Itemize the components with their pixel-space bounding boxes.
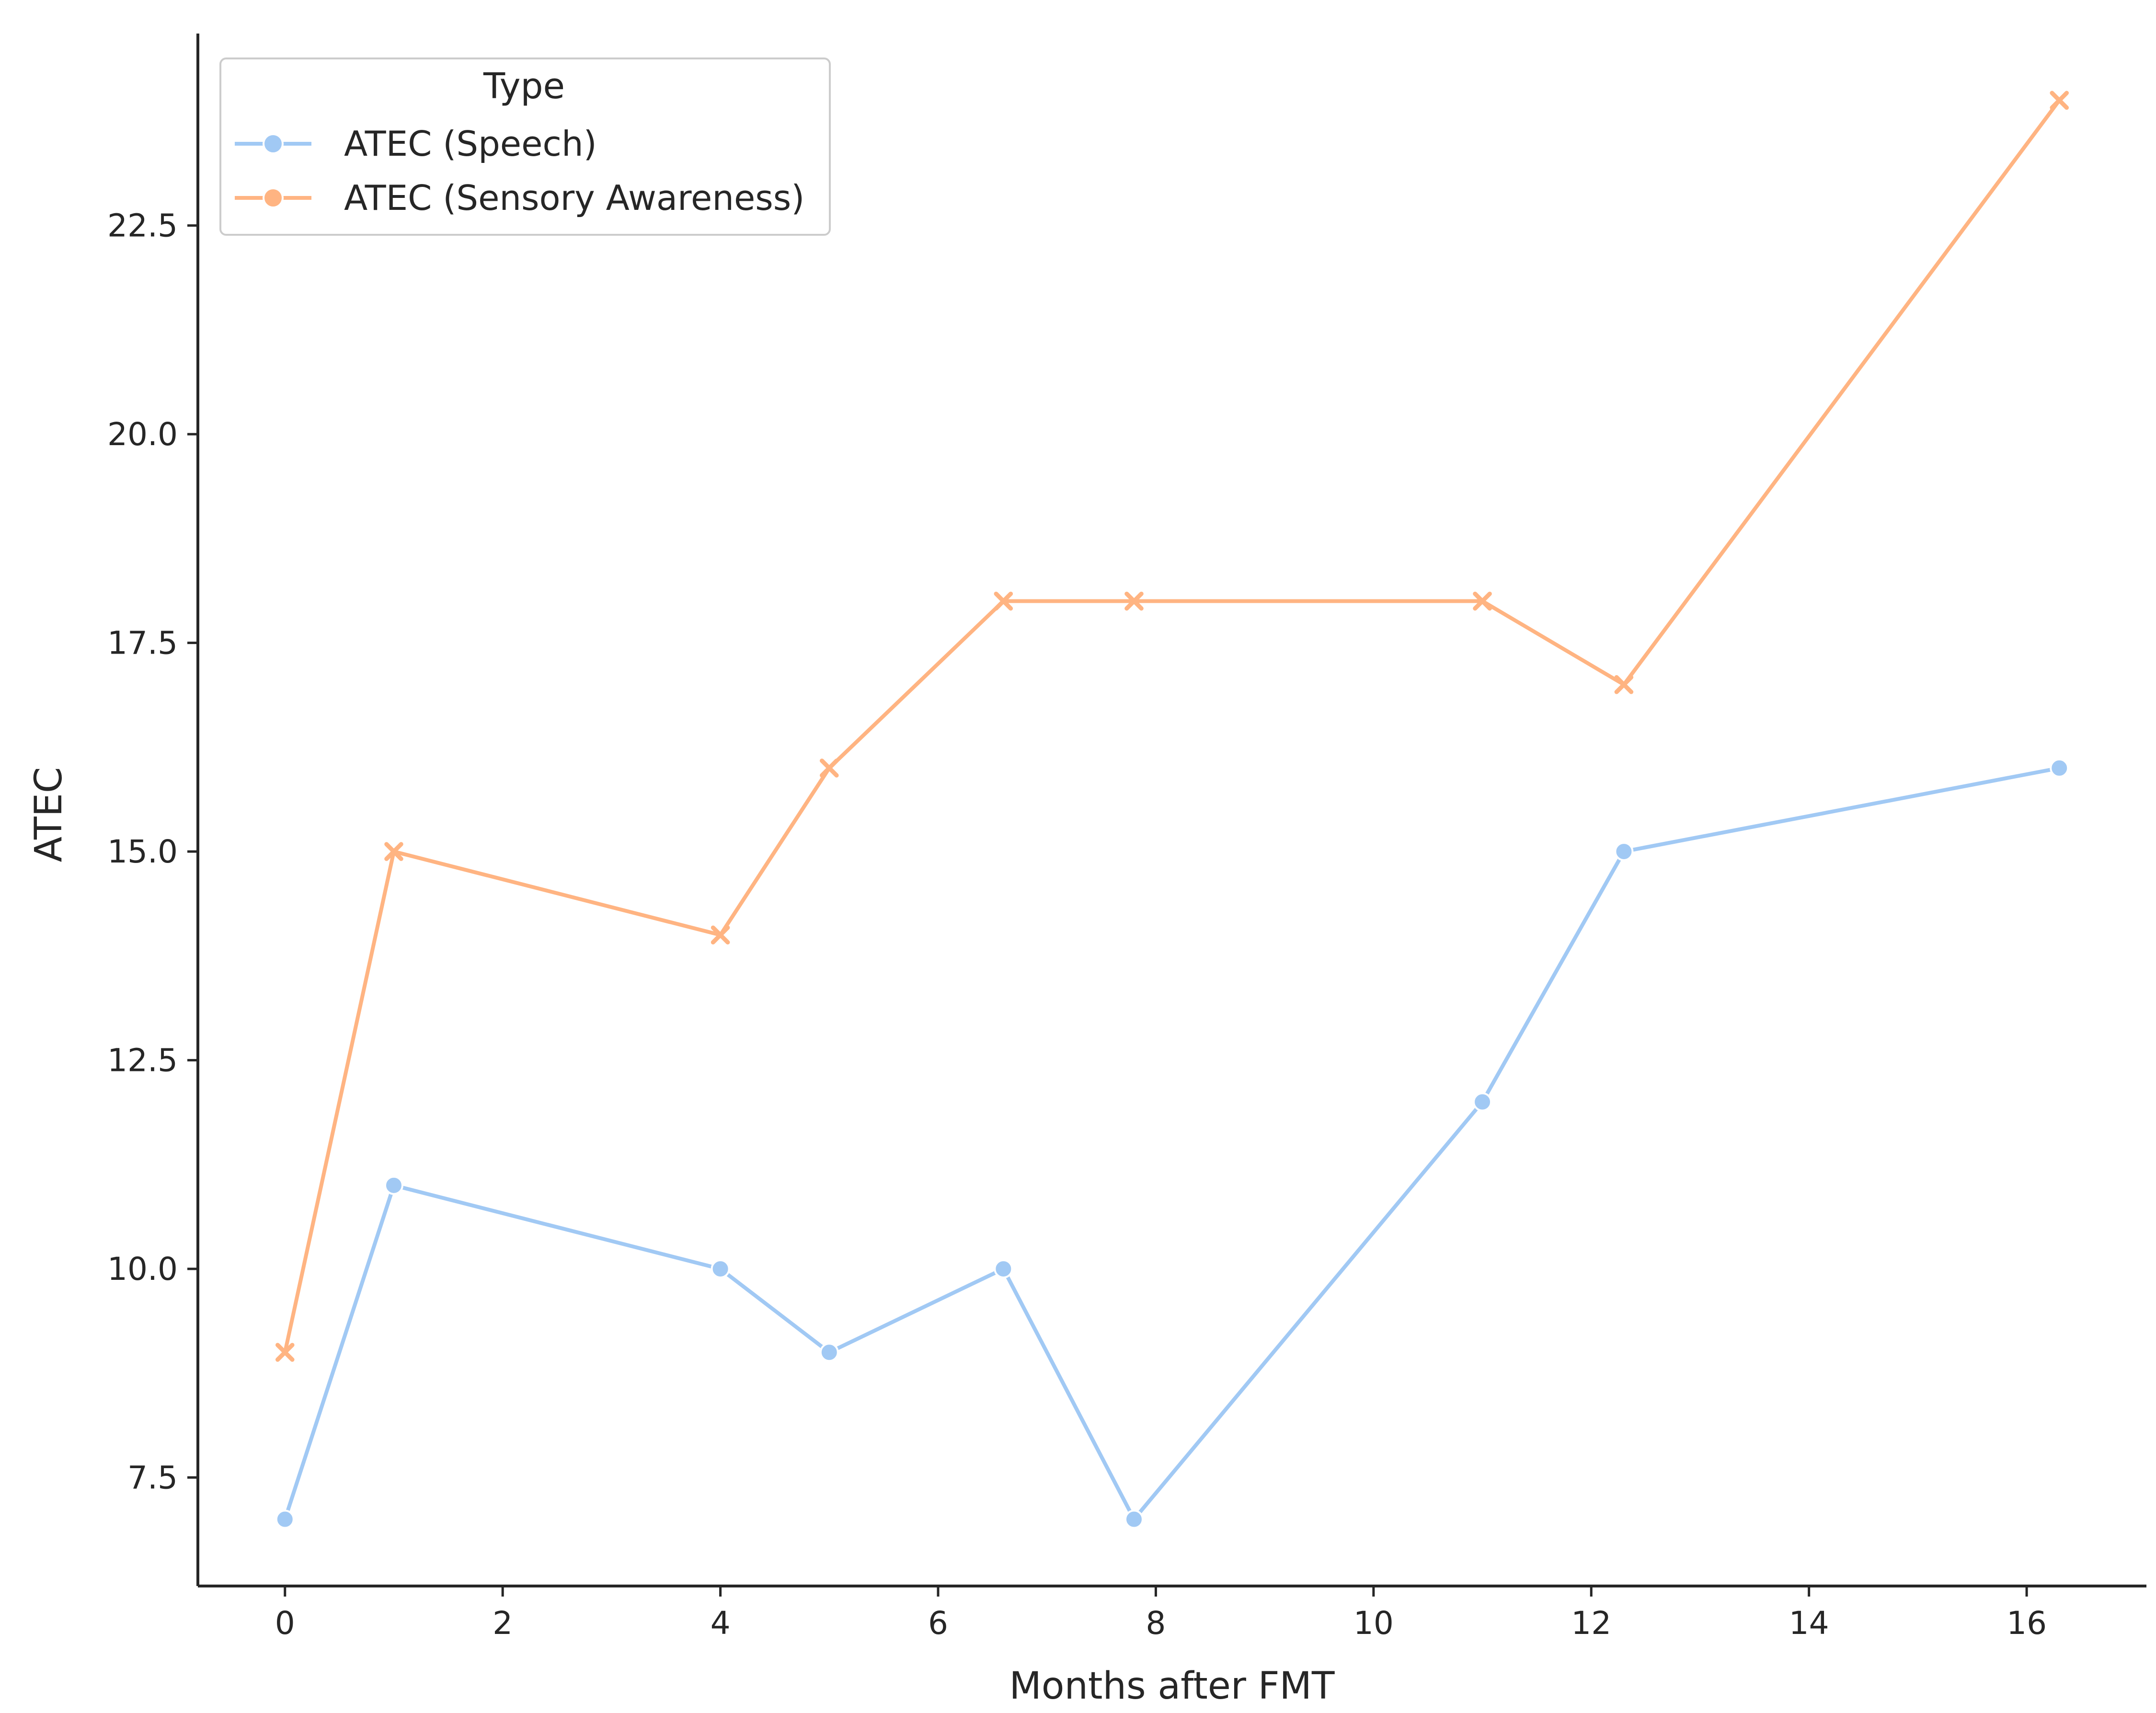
legend-entry: ATEC (Speech)	[235, 124, 597, 164]
y-tick-label: 17.5	[107, 625, 178, 662]
y-tick-label: 10.0	[107, 1251, 178, 1288]
legend-title: Type	[483, 66, 565, 107]
data-point	[711, 1259, 730, 1279]
data-point	[820, 759, 839, 778]
x-tick-label: 2	[493, 1605, 513, 1642]
data-point	[384, 842, 403, 861]
series-layer	[275, 91, 2069, 1529]
data-point	[1473, 1092, 1492, 1112]
x-ticks: 0 2 4 6 8 10 12 14 16	[275, 1586, 2047, 1642]
y-axis-title: ATEC	[27, 767, 70, 862]
y-tick-label: 15.0	[107, 833, 178, 870]
series-line	[283, 98, 2062, 1355]
x-tick-label: 4	[711, 1605, 731, 1642]
series-line	[283, 766, 2062, 1521]
x-tick-label: 16	[2007, 1605, 2047, 1642]
data-point	[1124, 591, 1144, 611]
data-point	[275, 1343, 295, 1362]
legend-label: ATEC (Sensory Awareness)	[344, 178, 804, 218]
x-tick-label: 0	[275, 1605, 295, 1642]
legend-entries: ATEC (Speech) ATEC (Sensory Awareness)	[235, 124, 804, 218]
legend-marker	[263, 133, 284, 154]
x-tick-label: 6	[928, 1605, 948, 1642]
axes	[196, 34, 2146, 1587]
data-point	[384, 1175, 403, 1195]
data-point	[2050, 758, 2069, 778]
y-tick-label: 12.5	[107, 1042, 178, 1079]
series-1	[275, 91, 2069, 1362]
data-point	[1614, 842, 1634, 862]
data-point	[711, 925, 730, 945]
x-tick-label: 14	[1789, 1605, 1829, 1642]
data-point	[275, 1509, 295, 1529]
data-point	[1124, 1509, 1144, 1529]
y-tick-label: 7.5	[127, 1460, 178, 1496]
data-point	[819, 1343, 839, 1362]
x-tick-label: 12	[1571, 1605, 1611, 1642]
series-0	[275, 758, 2069, 1529]
data-point	[994, 591, 1013, 611]
legend-marker	[263, 187, 284, 208]
legend-label: ATEC (Speech)	[344, 124, 597, 164]
x-axis-title: Months after FMT	[1009, 1665, 1334, 1708]
data-point	[1473, 591, 1492, 611]
y-tick-label: 20.0	[107, 416, 178, 453]
legend: Type ATEC (Speech) ATEC (Sensory Awarenes…	[219, 57, 831, 236]
data-point	[2050, 91, 2069, 110]
y-tick-label: 22.5	[107, 207, 178, 244]
data-point	[994, 1259, 1013, 1279]
x-tick-label: 8	[1146, 1605, 1166, 1642]
legend-entry: ATEC (Sensory Awareness)	[235, 178, 804, 218]
y-ticks: 7.5 10.0 12.5 15.0 17.5 20.0 22.5	[107, 207, 198, 1496]
legend-frame	[219, 57, 831, 236]
x-tick-label: 10	[1353, 1605, 1394, 1642]
data-point	[1614, 675, 1634, 694]
